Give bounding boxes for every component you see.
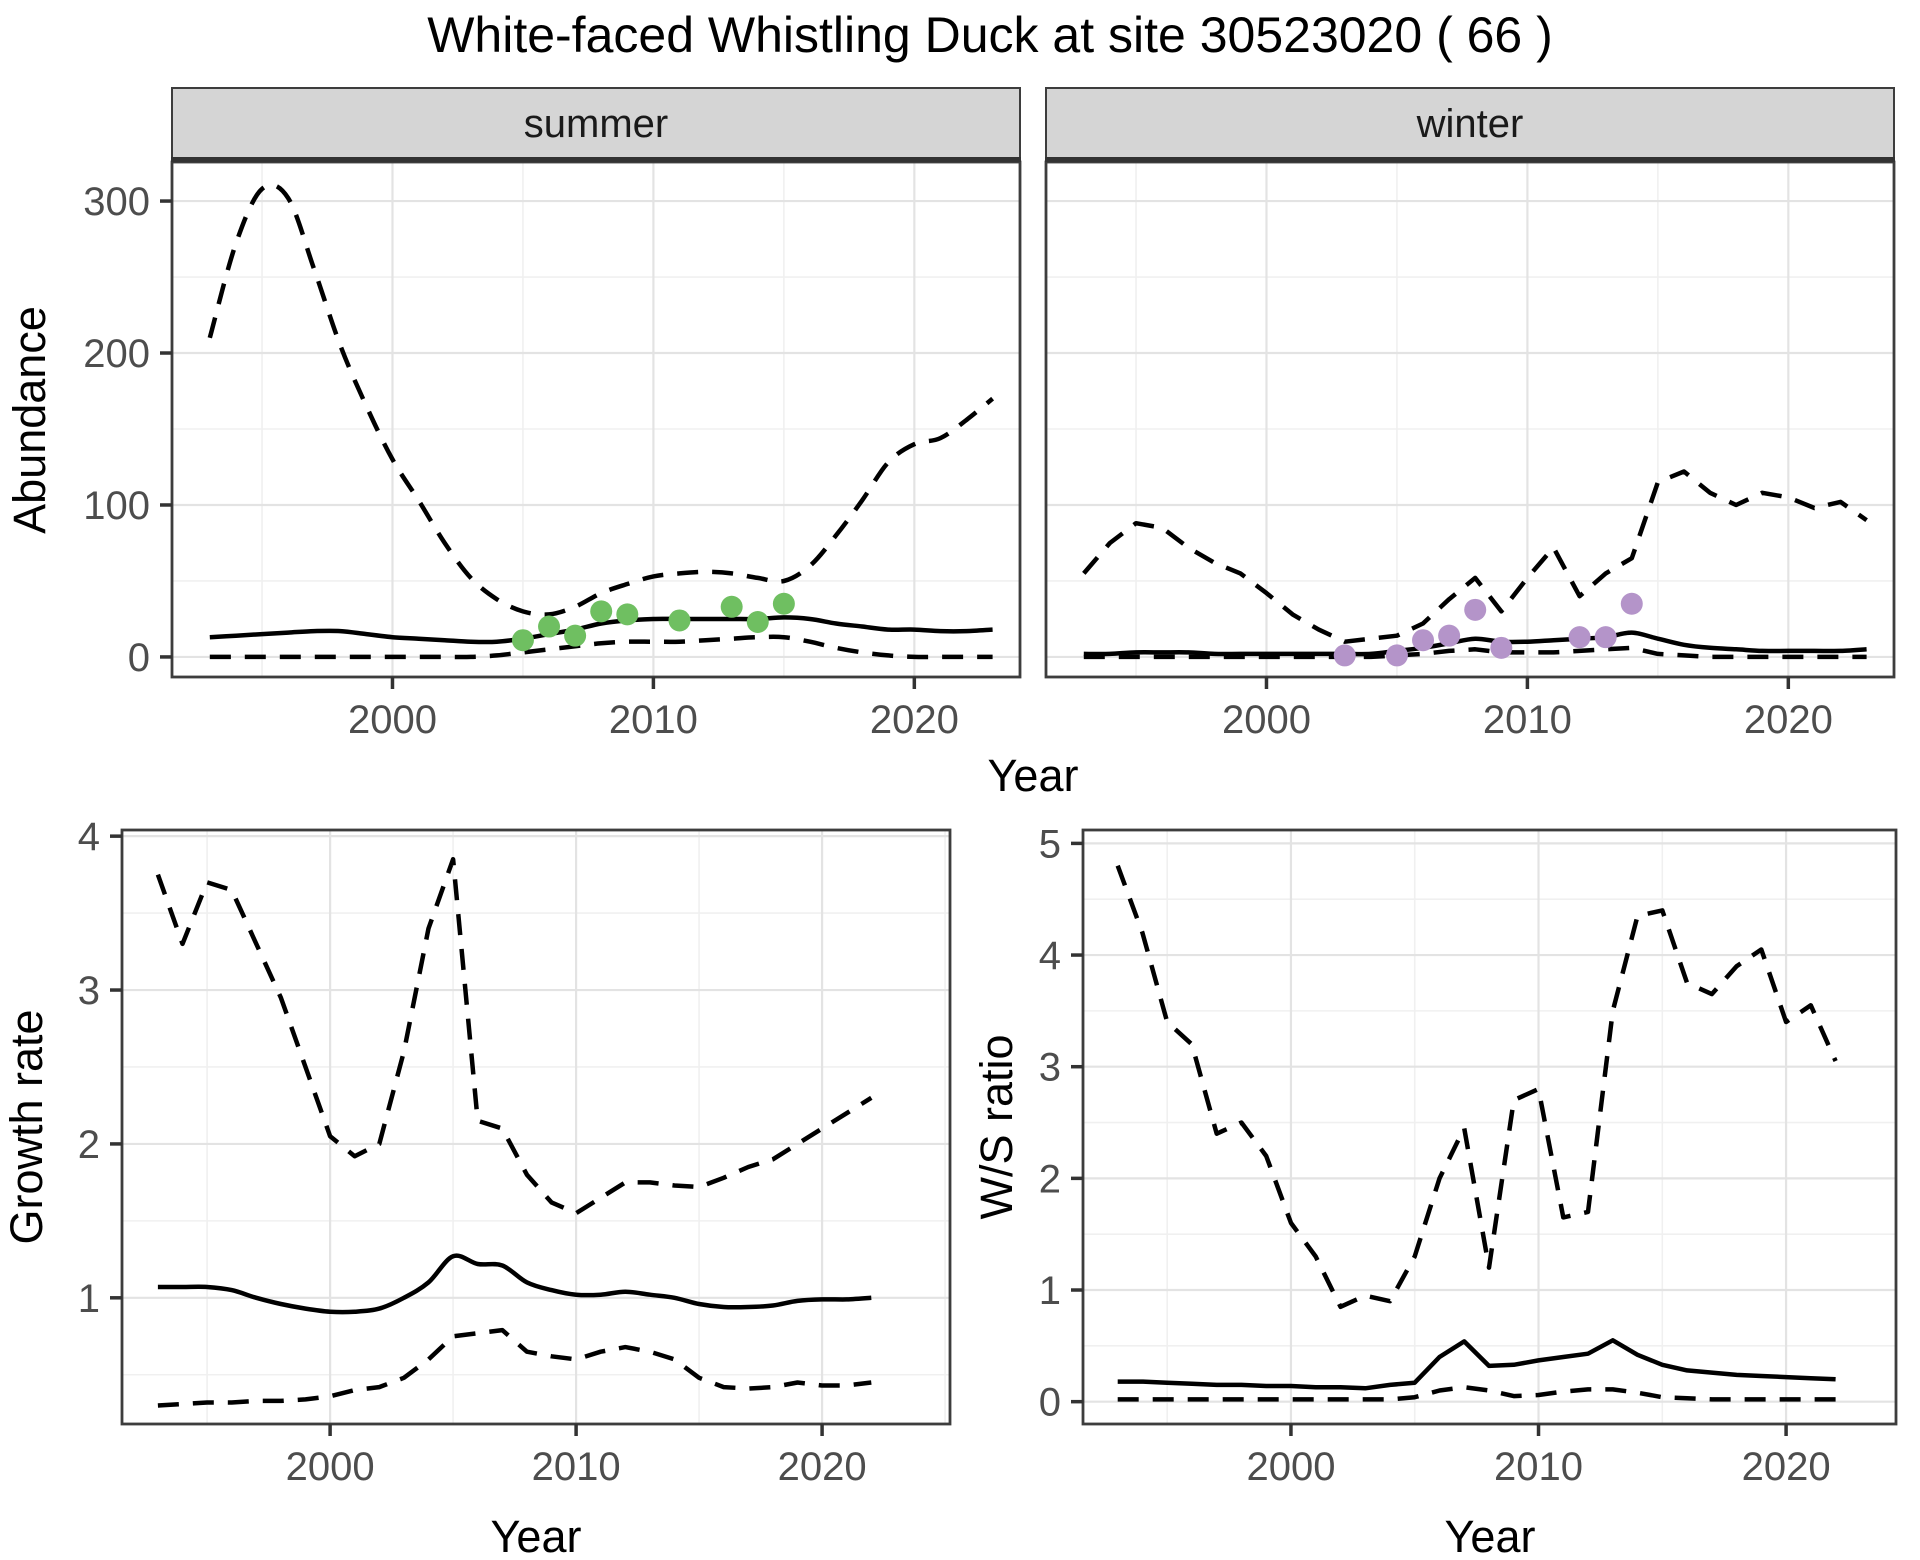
ws-y-tick-label: 2 [1039,1157,1061,1201]
ws-x-tick-label: 2000 [1246,1445,1335,1489]
summer-observation-dot [564,624,587,647]
growth-rate-axis-label: Growth rate [1,1009,52,1244]
ws-y-tick-label: 3 [1039,1046,1061,1090]
winter-observation-dot [1568,626,1591,649]
summer-observation-dot [746,610,769,633]
summer-lower-ci-line [209,634,993,660]
growth-lower-ci-line [157,1327,872,1408]
summer-observation-dot [538,615,561,638]
growth-y-tick-label: 2 [78,1123,100,1167]
panel-winter: 2000 2010 2020 winter [1044,87,1896,742]
summer-panel-background [172,162,1020,677]
summer-observation-dot [590,600,613,623]
winter-panel-background [1046,162,1894,677]
summer-observation-dot [616,603,639,626]
summer-y-tick-label: 0 [128,636,150,680]
ws-panel-border [1081,828,1898,1426]
summer-strip-label: summer [524,102,668,146]
growth-x-tick-label: 2000 [286,1445,375,1489]
growth-fit-line [157,1253,872,1315]
growth-x-tick-label: 2020 [778,1445,867,1489]
top-year-axis-label: Year [988,750,1079,801]
winter-observation-dot [1438,624,1461,647]
panel-summer: 2000 2010 2020 0 100 200 300 summer [83,87,1022,742]
ws-lower-ci-line [1117,1384,1836,1402]
summer-x-tick-label: 2010 [609,698,698,742]
growth-upper-ci-line [155,856,873,1216]
summer-facet-strip [171,87,1021,159]
growth-y-tick-label: 3 [78,969,100,1013]
ws-y-tick-label: 1 [1039,1269,1061,1313]
winter-lower-ci-line [1083,645,1867,660]
panel-ws: 2000 2010 2020 0 1 2 3 4 5 [1039,822,1898,1489]
growth-panel-background [122,830,950,1424]
winter-upper-ci-line [1082,469,1868,644]
growth-y-tick-label: 4 [78,815,100,859]
winter-strip-label: winter [1416,102,1524,146]
winter-observation-dot [1620,592,1643,615]
winter-observation-dot [1412,629,1435,652]
ws-x-tick-label: 2010 [1494,1445,1583,1489]
summer-observation-dot [772,592,795,615]
ws-y-tick-label: 0 [1039,1381,1061,1425]
growth-panel-border [120,828,952,1426]
summer-y-tick-label: 100 [83,484,150,528]
winter-observation-dot [1333,644,1356,667]
summer-y-tick-label: 200 [83,332,150,376]
summer-observation-dot [511,629,534,652]
figure-title: White-faced Whistling Duck at site 30523… [427,7,1553,63]
winter-observation-dot [1385,644,1408,667]
winter-observation-dot [1464,598,1487,621]
ws-fit-line [1117,1338,1836,1391]
winter-fit-line [1083,630,1867,657]
winter-facet-strip [1045,87,1895,159]
summer-fit-line [209,615,993,645]
summer-observation-dot [668,609,691,632]
ws-y-tick-label: 4 [1039,934,1061,978]
winter-x-tick-label: 2010 [1483,698,1572,742]
winter-observation-dot [1490,636,1513,659]
growth-year-axis-label: Year [491,1511,582,1560]
summer-upper-ci-line [207,182,995,617]
ws-y-tick-label: 5 [1039,822,1061,866]
ws-year-axis-label: Year [1445,1511,1536,1560]
summer-x-tick-label: 2020 [870,698,959,742]
winter-observation-dot [1594,626,1617,649]
summer-x-tick-label: 2000 [348,698,437,742]
ws-x-tick-label: 2020 [1742,1445,1831,1489]
winter-x-tick-label: 2000 [1222,698,1311,742]
winter-x-tick-label: 2020 [1744,698,1833,742]
summer-y-tick-label: 300 [83,180,150,224]
ws-upper-ci-line [1115,864,1838,1310]
abundance-axis-label: Abundance [4,306,55,534]
growth-y-tick-label: 1 [78,1277,100,1321]
summer-observation-dot [720,595,743,618]
growth-x-tick-label: 2010 [532,1445,621,1489]
ws-panel-background [1083,830,1896,1424]
panel-growth: 2000 2010 2020 1 2 3 4 [78,815,952,1489]
ws-ratio-axis-label: W/S ratio [971,1034,1022,1219]
